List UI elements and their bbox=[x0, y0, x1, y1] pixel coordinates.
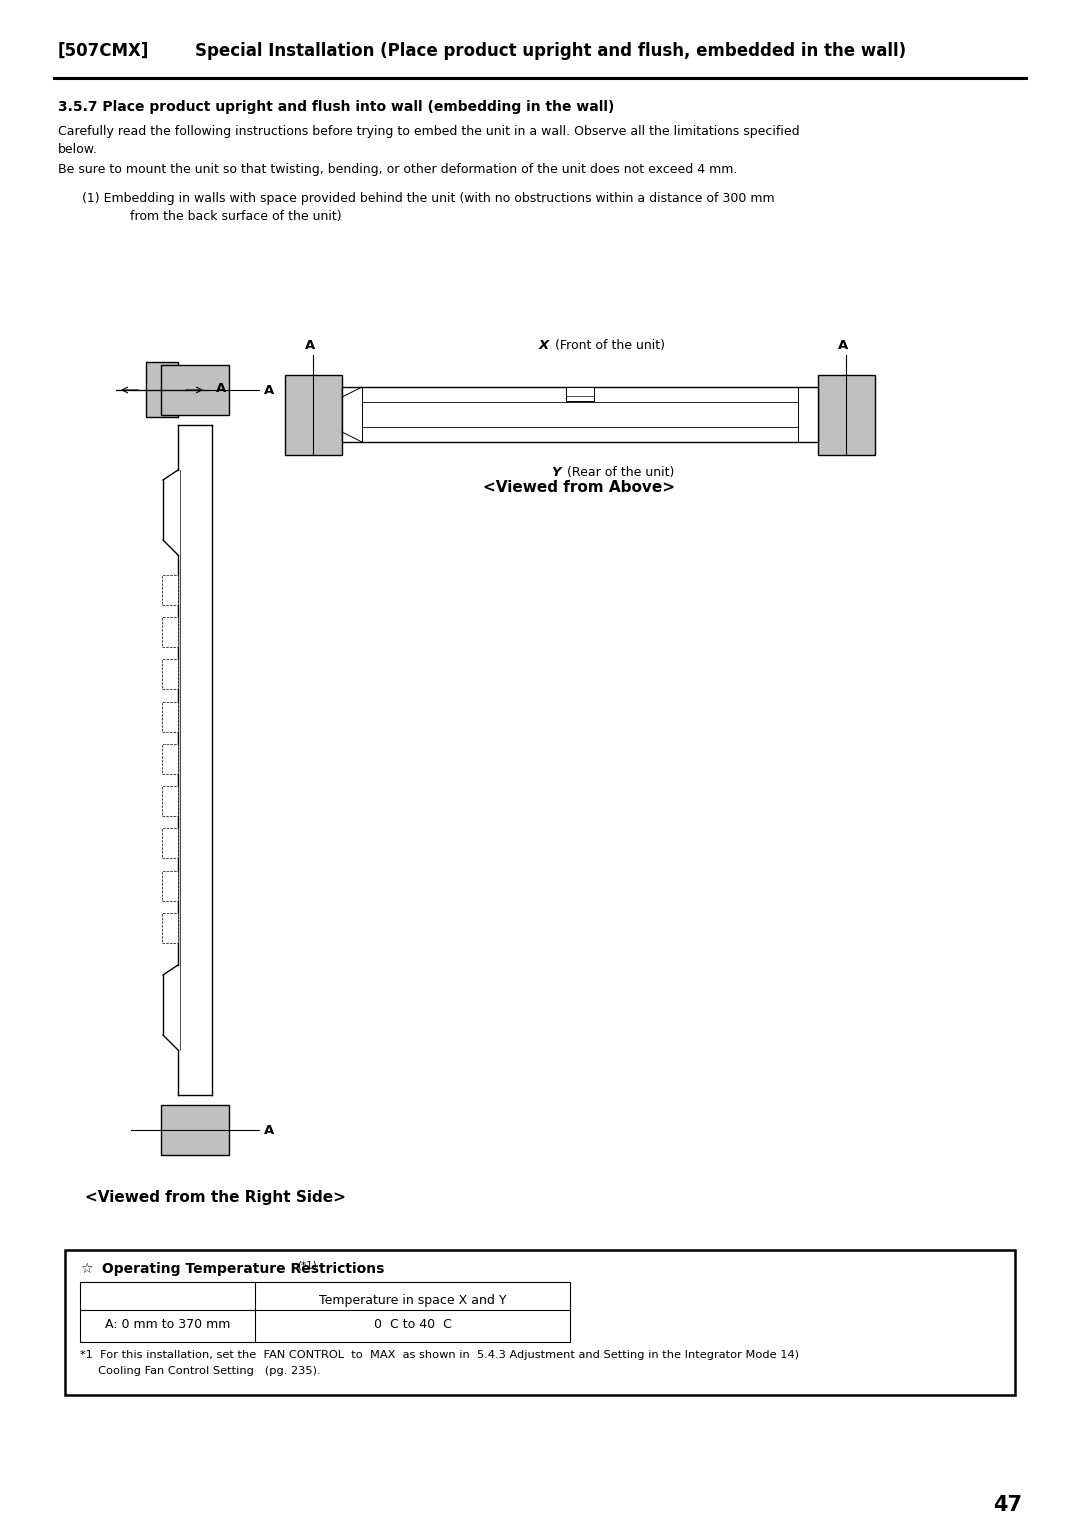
Text: from the back surface of the unit): from the back surface of the unit) bbox=[106, 209, 341, 223]
Text: A: A bbox=[216, 382, 226, 394]
Bar bbox=[162, 701, 178, 732]
Text: <Viewed from the Right Side>: <Viewed from the Right Side> bbox=[84, 1190, 346, 1206]
Text: A: A bbox=[264, 1123, 274, 1137]
Text: 0  C to 40  C: 0 C to 40 C bbox=[374, 1319, 451, 1331]
Bar bbox=[285, 374, 342, 455]
Bar bbox=[162, 575, 178, 605]
Text: below.: below. bbox=[58, 144, 98, 156]
Bar bbox=[162, 828, 178, 859]
Bar bbox=[65, 1250, 1015, 1395]
Text: Y: Y bbox=[552, 466, 561, 478]
Bar bbox=[162, 660, 178, 689]
Text: A: A bbox=[264, 384, 274, 396]
Bar bbox=[161, 1105, 229, 1155]
Text: (1) Embedding in walls with space provided behind the unit (with no obstructions: (1) Embedding in walls with space provid… bbox=[82, 193, 774, 205]
Bar bbox=[161, 365, 229, 416]
Bar bbox=[162, 785, 178, 816]
Text: (*1): (*1) bbox=[297, 1261, 316, 1270]
Bar bbox=[162, 912, 178, 943]
Bar bbox=[818, 374, 875, 455]
Text: A: 0 mm to 370 mm: A: 0 mm to 370 mm bbox=[105, 1319, 230, 1331]
Bar bbox=[80, 1282, 570, 1342]
Text: (Rear of the unit): (Rear of the unit) bbox=[563, 466, 674, 478]
Text: <Viewed from Above>: <Viewed from Above> bbox=[483, 480, 675, 495]
Text: X: X bbox=[539, 339, 549, 351]
Text: 47: 47 bbox=[993, 1494, 1022, 1514]
Bar bbox=[162, 744, 178, 773]
Text: [507CMX]: [507CMX] bbox=[58, 41, 149, 60]
Bar bbox=[566, 387, 594, 400]
Text: ☆: ☆ bbox=[80, 1262, 93, 1276]
Text: Be sure to mount the unit so that twisting, bending, or other deformation of the: Be sure to mount the unit so that twisti… bbox=[58, 163, 738, 176]
Text: Temperature in space X and Y: Temperature in space X and Y bbox=[319, 1294, 507, 1306]
Bar bbox=[146, 362, 178, 417]
Text: Operating Temperature Restrictions: Operating Temperature Restrictions bbox=[97, 1262, 384, 1276]
Text: Cooling Fan Control Setting   (pg. 235).: Cooling Fan Control Setting (pg. 235). bbox=[80, 1366, 321, 1377]
Text: Carefully read the following instructions before trying to embed the unit in a w: Carefully read the following instruction… bbox=[58, 125, 799, 138]
Bar bbox=[162, 871, 178, 900]
Bar bbox=[162, 617, 178, 648]
Text: *1  For this installation, set the  FAN CONTROL  to  MAX  as shown in  5.4.3 Adj: *1 For this installation, set the FAN CO… bbox=[80, 1351, 799, 1360]
Text: (Front of the unit): (Front of the unit) bbox=[551, 339, 665, 351]
Text: A: A bbox=[838, 339, 848, 351]
Bar bbox=[342, 387, 818, 442]
Text: A: A bbox=[305, 339, 315, 351]
Text: Special Installation (Place product upright and flush, embedded in the wall): Special Installation (Place product upri… bbox=[195, 41, 906, 60]
Text: 3.5.7 Place product upright and flush into wall (embedding in the wall): 3.5.7 Place product upright and flush in… bbox=[58, 99, 615, 115]
